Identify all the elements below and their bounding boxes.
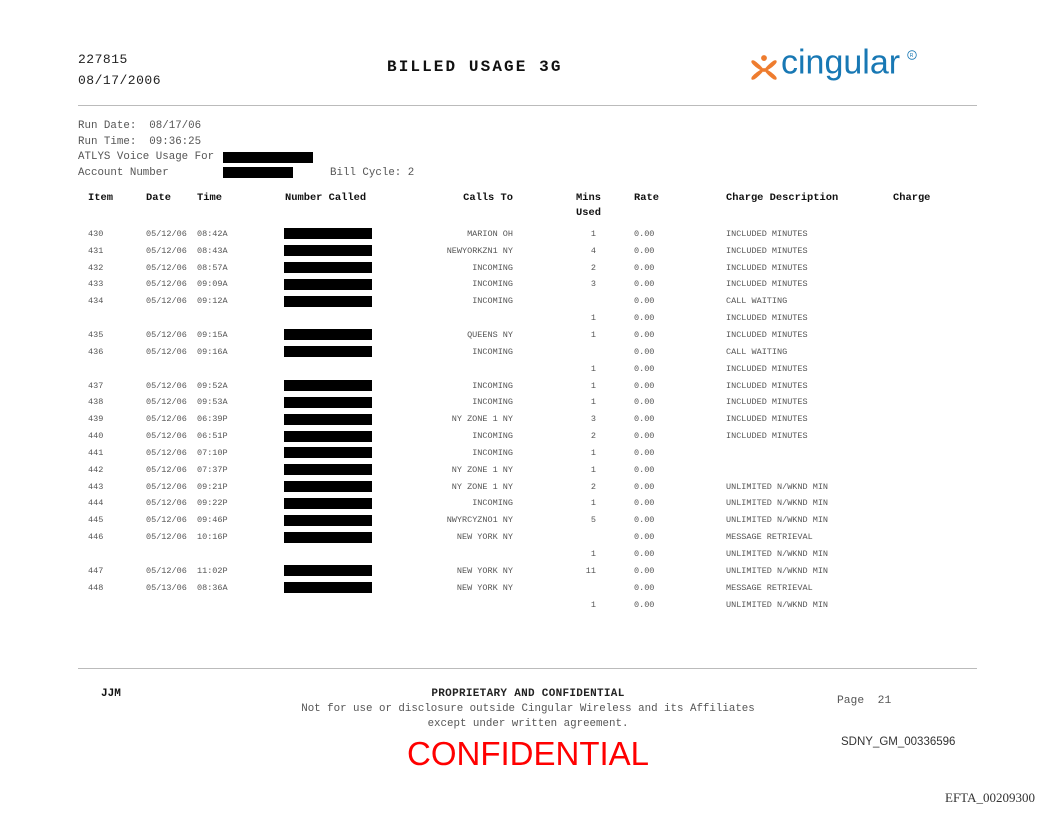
svg-text:cingular: cingular (781, 44, 900, 82)
svg-text:R: R (910, 53, 914, 59)
